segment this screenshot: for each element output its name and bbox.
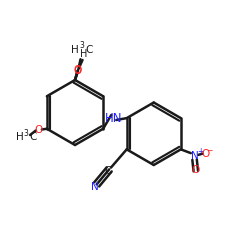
Text: O: O bbox=[201, 148, 209, 159]
Text: O: O bbox=[35, 125, 43, 135]
Text: O: O bbox=[74, 66, 82, 76]
Text: 3: 3 bbox=[24, 128, 29, 138]
Text: +: + bbox=[197, 147, 203, 156]
Text: H: H bbox=[80, 49, 88, 59]
Text: C: C bbox=[86, 45, 93, 55]
Text: H: H bbox=[16, 132, 24, 142]
Text: N: N bbox=[191, 150, 198, 161]
Text: H: H bbox=[72, 45, 79, 55]
Text: O: O bbox=[192, 165, 200, 175]
Text: −: − bbox=[206, 146, 213, 155]
Text: C: C bbox=[29, 132, 37, 142]
Text: O: O bbox=[74, 66, 82, 76]
Text: HN: HN bbox=[105, 112, 122, 125]
Text: N: N bbox=[91, 182, 99, 192]
Text: 3: 3 bbox=[79, 41, 84, 50]
Text: C: C bbox=[104, 166, 112, 175]
